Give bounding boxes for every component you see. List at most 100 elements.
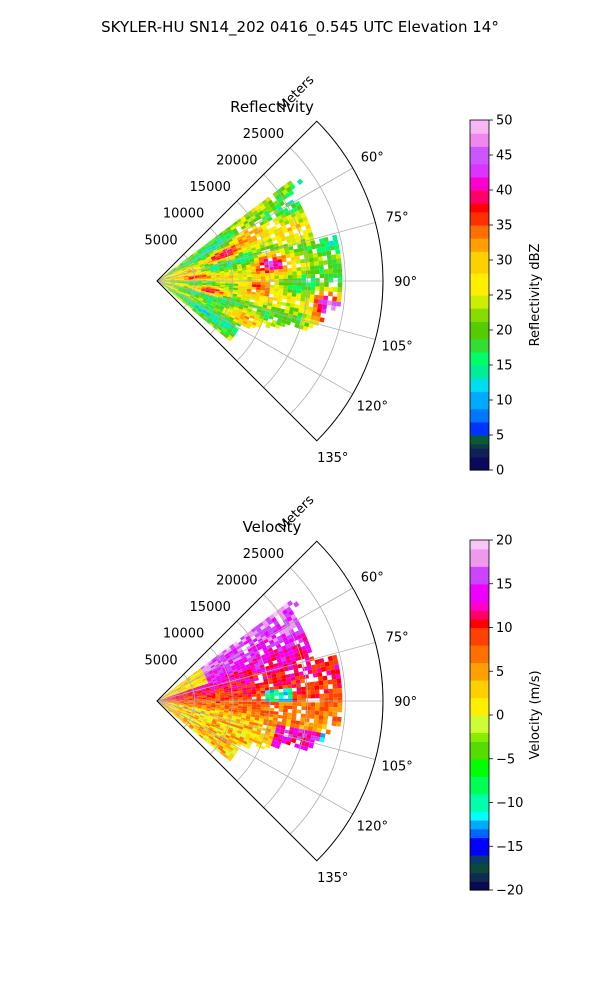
radar-bin [210,664,216,669]
radar-bin [194,253,199,257]
radar-bin [271,726,277,731]
radar-bin [188,693,193,696]
radar-bin [305,241,312,247]
radar-bin [286,260,292,266]
radar-bin [204,314,209,319]
radar-bin [174,283,180,285]
radar-bin [176,711,182,715]
radar-bin [174,698,180,700]
radar-bin [171,711,176,715]
radar-bin [210,273,216,276]
radar-bin [183,273,189,276]
radar-bin [185,294,190,297]
radar-bin [178,717,183,721]
radar-bin [256,740,263,746]
radar-bin [282,715,288,720]
radar-bin [275,321,282,326]
colorbar-tick-label: 40 [496,184,513,199]
radar-bin [305,690,311,695]
radar-bin [297,217,304,224]
radar-bin [161,697,166,700]
radar-bin [214,266,220,270]
radar-bin [192,270,197,273]
radar-bin [327,300,333,306]
radar-bin [279,668,285,673]
azimuth-tick-label: 120° [357,819,388,834]
radar-bin [278,285,284,289]
radar-bin [272,259,278,264]
radar-bin [265,693,270,697]
radar-bin [205,271,211,274]
radar-bin [182,689,187,693]
radar-bin [241,712,247,716]
radar-bin [272,679,278,684]
sector-outline [156,120,384,442]
radar-bin [219,708,225,711]
radar-bin [224,744,230,749]
radar-bin [278,268,284,273]
radar-bin [278,191,285,198]
radar-bin [254,297,260,301]
radar-bin [208,241,214,246]
radar-bin [256,704,261,708]
radar-bin [166,281,171,283]
radar-bin [206,281,212,283]
radar-bin [238,660,245,665]
radar-bin [305,290,311,295]
colorbar-swatch [470,330,489,335]
radar-bin [210,275,216,278]
radar-bin [285,320,291,326]
radar-bin [236,312,242,317]
radar-bin [271,739,278,745]
radar-bin [174,698,180,700]
radar-bin [240,680,246,684]
radar-bin [179,295,184,300]
radar-bin [215,253,220,258]
radar-bin [188,697,194,699]
radar-bin [289,253,295,258]
radar-bin [243,252,249,257]
radar-bin [193,718,198,722]
radar-bin [309,685,315,691]
radar-bin [168,288,173,291]
radar-bin [241,295,247,299]
radar-bin [185,676,191,681]
radar-bin [213,681,218,685]
radar-bin [268,613,275,620]
radar-bin [217,730,223,735]
radar-bin [332,711,338,717]
range-tick-label: 15000 [190,180,231,195]
radar-bin [185,293,191,296]
radar-bin [309,714,315,719]
radar-bin [221,299,227,303]
radar-bin [227,658,233,663]
radar-bin [318,260,324,266]
radar-bin [237,712,243,716]
radar-bin [224,662,230,667]
radar-bin [186,291,192,294]
radar-bin [310,702,316,707]
radar-bin [179,705,184,707]
radar-bin [188,706,193,708]
radar-bin [165,704,170,708]
radar-bin [319,662,326,668]
colorbar-swatch [470,876,489,882]
radar-bin [322,260,328,265]
radar-bin [271,634,277,640]
radar-bin [177,690,183,694]
radar-bin [198,671,204,676]
radar-bin [253,677,259,682]
radar-bin [241,247,247,252]
radar-bin [336,716,342,722]
radar-bin [216,247,222,251]
radar-bin [224,303,230,308]
radar-bin [244,735,250,740]
radar-bin [182,298,188,302]
radar-bin [265,655,272,660]
radar-bin [267,216,273,222]
radar-bin [256,320,263,326]
radar-bin [204,684,210,688]
radar-bin [210,689,215,692]
radar-bin [308,323,314,329]
